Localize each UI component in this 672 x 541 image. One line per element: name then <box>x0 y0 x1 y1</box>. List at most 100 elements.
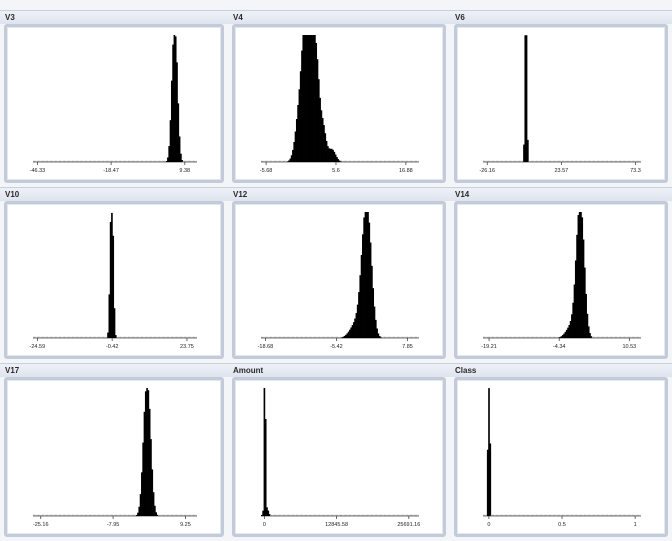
histogram-bar <box>86 160 88 162</box>
histogram-bar <box>577 215 580 338</box>
histogram-bar <box>358 160 359 162</box>
histogram-bar <box>154 505 156 516</box>
histogram-bar <box>306 514 307 516</box>
histogram-bar <box>117 514 119 516</box>
histogram-bar <box>101 514 103 516</box>
histogram-bar <box>316 336 318 338</box>
histogram-bar <box>378 514 380 516</box>
histogram-bar <box>48 336 50 338</box>
histogram-bar <box>492 336 493 338</box>
histogram-bar <box>135 160 137 162</box>
histogram-bar <box>285 514 287 516</box>
histogram-bar <box>293 514 295 516</box>
histogram-bar <box>596 336 598 338</box>
histogram-bar <box>625 336 627 338</box>
histogram-bar <box>525 514 527 516</box>
histogram-bar <box>90 514 91 516</box>
histogram-bar <box>505 514 506 516</box>
histogram-bar <box>271 160 273 162</box>
histogram-bar <box>328 514 329 516</box>
histogram-bar <box>563 160 564 162</box>
histogram-bar <box>98 514 99 516</box>
histogram-bar <box>337 159 340 162</box>
histogram-bar <box>34 336 35 338</box>
histogram-bar <box>590 514 592 516</box>
histogram-bar <box>334 154 337 162</box>
panel-title-bar: V17 <box>0 363 228 377</box>
histogram-bar <box>83 514 85 516</box>
histogram-bar <box>363 514 364 516</box>
histogram-bar <box>117 160 119 162</box>
histogram-bar <box>146 160 147 162</box>
histogram-bar <box>332 336 333 338</box>
histogram-bar <box>148 336 150 338</box>
histogram-bar <box>576 160 577 162</box>
histogram-bar <box>616 514 618 516</box>
histogram-bar <box>616 336 618 338</box>
histogram-bar <box>161 336 163 338</box>
histogram-bar <box>163 336 164 338</box>
histogram-bar <box>634 160 636 162</box>
histogram-bar <box>307 35 310 162</box>
histogram-bar <box>112 160 114 162</box>
histogram-bar <box>262 336 263 338</box>
histogram-bar <box>373 306 376 338</box>
histogram-bar <box>130 336 132 338</box>
histogram-bar <box>52 336 54 338</box>
histogram-bar <box>59 160 60 162</box>
histogram-panel-v10: V10 -24.59 -0.42 23.75 <box>0 187 228 363</box>
histogram-bar <box>130 160 132 162</box>
histogram-bar <box>180 514 181 516</box>
histogram-bar <box>69 160 71 162</box>
panel-title-bar: Amount <box>228 363 450 377</box>
histogram-bar <box>537 160 539 162</box>
histogram-bar <box>62 336 64 338</box>
histogram-bar <box>155 336 156 338</box>
histogram-bar <box>329 336 331 338</box>
histogram-bar <box>139 494 142 516</box>
histogram-bar <box>626 514 628 516</box>
histogram-bar <box>525 35 528 162</box>
histogram-bar <box>333 336 335 338</box>
histogram-bar <box>143 160 145 162</box>
histogram-bar <box>94 160 95 162</box>
histogram-bar <box>82 160 84 162</box>
histogram-bar <box>492 514 493 516</box>
histogram-bar <box>362 514 363 516</box>
histogram-bar <box>60 160 61 162</box>
histogram-bar <box>630 514 632 516</box>
histogram-bar <box>574 160 576 162</box>
histogram-bar <box>289 336 291 338</box>
panel-title: V4 <box>233 13 243 22</box>
histogram-bar <box>360 255 363 338</box>
histogram-bar <box>330 514 332 516</box>
histogram-bar <box>303 336 305 338</box>
histogram-bar <box>415 160 416 162</box>
histogram-bar <box>490 160 492 162</box>
histogram-bar <box>565 160 567 162</box>
histogram-bar <box>604 336 606 338</box>
histogram-bar <box>121 336 123 338</box>
histogram-bar <box>321 336 323 338</box>
x-tick-label: 23.57 <box>554 168 568 174</box>
histogram-bar <box>502 160 504 162</box>
histogram-bar <box>394 514 396 516</box>
histogram-bar <box>276 514 278 516</box>
histogram-bar <box>40 160 42 162</box>
histogram-bar <box>78 336 80 338</box>
histogram-bar <box>70 160 72 162</box>
histogram-bar <box>351 160 353 162</box>
histogram-bar <box>543 336 545 338</box>
histogram-bar <box>541 160 542 162</box>
histogram-bar <box>549 514 550 516</box>
histogram-bar <box>606 160 607 162</box>
histogram-bar <box>263 388 266 516</box>
histogram-bar <box>173 35 176 162</box>
histogram-bar <box>151 160 153 162</box>
histogram-bar <box>139 160 141 162</box>
histogram-bar <box>338 160 341 162</box>
histogram-bar <box>185 336 186 338</box>
histogram-bar <box>281 336 283 338</box>
panel-title-bar: V4 <box>228 10 450 24</box>
histogram-bar <box>498 336 500 338</box>
